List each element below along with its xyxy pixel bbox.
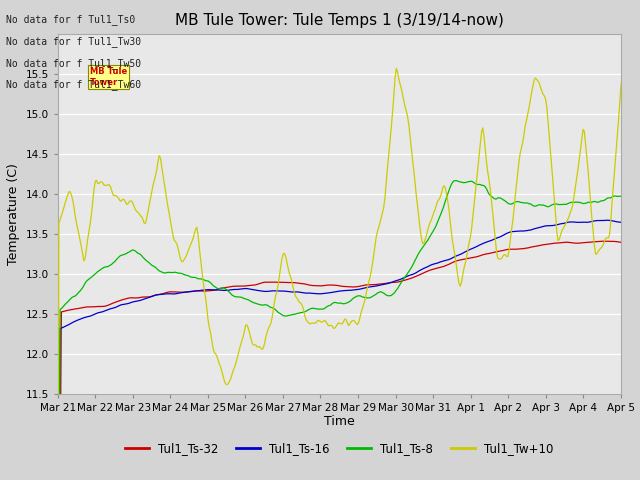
Text: No data for f Tul1_Tw60: No data for f Tul1_Tw60	[6, 79, 141, 90]
Legend: Tul1_Ts-32, Tul1_Ts-16, Tul1_Ts-8, Tul1_Tw+10: Tul1_Ts-32, Tul1_Ts-16, Tul1_Ts-8, Tul1_…	[120, 437, 558, 460]
Text: No data for f Tul1_Ts0: No data for f Tul1_Ts0	[6, 14, 136, 25]
Y-axis label: Temperature (C): Temperature (C)	[7, 163, 20, 264]
X-axis label: Time: Time	[324, 415, 355, 429]
Title: MB Tule Tower: Tule Temps 1 (3/19/14-now): MB Tule Tower: Tule Temps 1 (3/19/14-now…	[175, 13, 504, 28]
Text: MB Tule
Tower: MB Tule Tower	[90, 67, 127, 86]
Text: No data for f Tul1_Tw30: No data for f Tul1_Tw30	[6, 36, 141, 47]
Text: No data for f Tul1_Tw50: No data for f Tul1_Tw50	[6, 58, 141, 69]
